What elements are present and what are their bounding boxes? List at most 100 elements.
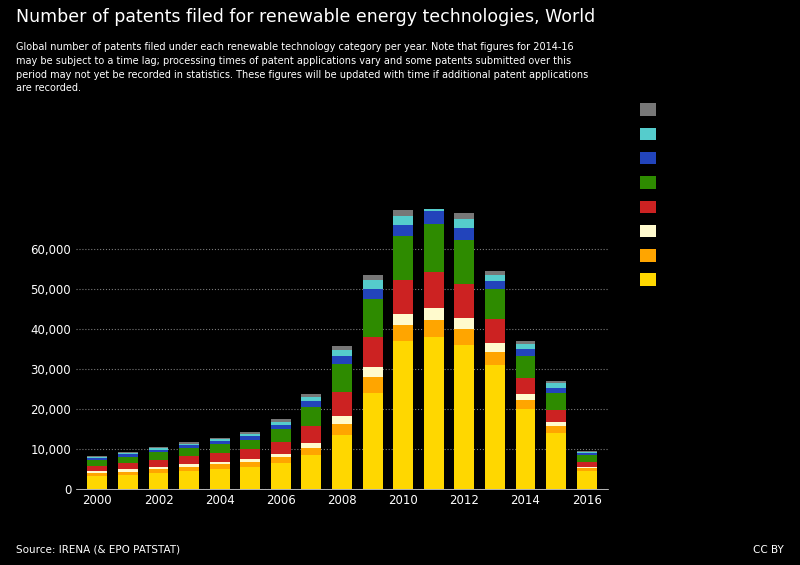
Text: CC BY: CC BY (754, 545, 784, 555)
Bar (210, 441, 230, 444)
Bar (149, 467, 169, 469)
Bar (362, 280, 382, 289)
Bar (577, 453, 597, 455)
Bar (302, 401, 322, 407)
Bar (362, 377, 382, 393)
Bar (118, 454, 138, 457)
Bar (546, 427, 566, 433)
Bar (546, 433, 566, 489)
Bar (210, 453, 230, 462)
Bar (485, 289, 505, 319)
Bar (271, 422, 290, 425)
Bar (302, 407, 322, 426)
Bar (210, 462, 230, 464)
Bar (149, 473, 169, 489)
Bar (179, 448, 199, 456)
Bar (577, 452, 597, 453)
Bar (179, 464, 199, 467)
Bar (118, 472, 138, 475)
Bar (87, 471, 107, 473)
Bar (302, 394, 322, 397)
Bar (546, 393, 566, 410)
Bar (210, 469, 230, 489)
Bar (424, 202, 444, 211)
Bar (87, 476, 107, 489)
Bar (424, 320, 444, 337)
Bar (577, 467, 597, 468)
Bar (271, 442, 290, 454)
Bar (240, 449, 260, 459)
Bar (454, 345, 474, 489)
Bar (332, 346, 352, 350)
Bar (424, 337, 444, 489)
Bar (485, 352, 505, 365)
Bar (424, 211, 444, 224)
Bar (362, 289, 382, 299)
Bar (271, 419, 290, 422)
Bar (515, 344, 535, 349)
Bar (394, 341, 413, 489)
Bar (149, 448, 169, 450)
Bar (240, 462, 260, 467)
Bar (210, 464, 230, 469)
Bar (240, 434, 260, 436)
Bar (515, 394, 535, 400)
Bar (546, 388, 566, 393)
Bar (271, 457, 290, 463)
Bar (302, 426, 322, 443)
Bar (362, 299, 382, 337)
Bar (87, 458, 107, 460)
Bar (454, 228, 474, 240)
Bar (87, 466, 107, 471)
Bar (179, 467, 199, 471)
Bar (485, 344, 505, 352)
Bar (454, 214, 474, 219)
Bar (515, 341, 535, 344)
Text: Source: IRENA (& EPO PATSTAT): Source: IRENA (& EPO PATSTAT) (16, 545, 180, 555)
Bar (546, 410, 566, 421)
Bar (394, 236, 413, 280)
Bar (332, 350, 352, 357)
Bar (118, 463, 138, 470)
Bar (332, 424, 352, 435)
Bar (332, 393, 352, 416)
Bar (118, 457, 138, 463)
Bar (485, 319, 505, 344)
Bar (271, 454, 290, 457)
Bar (454, 219, 474, 228)
Bar (515, 409, 535, 489)
Bar (240, 432, 260, 434)
Bar (485, 275, 505, 281)
Bar (87, 473, 107, 476)
Bar (577, 468, 597, 471)
Bar (515, 349, 535, 356)
Bar (271, 429, 290, 442)
Bar (240, 467, 260, 489)
Bar (362, 337, 382, 367)
Bar (87, 457, 107, 458)
Bar (485, 365, 505, 489)
Bar (302, 443, 322, 447)
Bar (515, 400, 535, 409)
Bar (179, 445, 199, 448)
Bar (394, 210, 413, 216)
Bar (454, 318, 474, 329)
Bar (149, 469, 169, 473)
Bar (546, 421, 566, 427)
Bar (362, 275, 382, 280)
Bar (240, 459, 260, 462)
Bar (394, 280, 413, 314)
Text: Global number of patents filed under each renewable technology category per year: Global number of patents filed under eac… (16, 42, 588, 93)
Bar (485, 271, 505, 275)
Bar (271, 463, 290, 489)
Bar (179, 456, 199, 464)
Bar (302, 397, 322, 401)
Bar (271, 425, 290, 429)
Bar (179, 444, 199, 445)
Bar (149, 459, 169, 467)
Bar (394, 314, 413, 325)
Bar (515, 377, 535, 394)
Bar (210, 438, 230, 439)
Bar (179, 442, 199, 444)
Bar (332, 416, 352, 424)
